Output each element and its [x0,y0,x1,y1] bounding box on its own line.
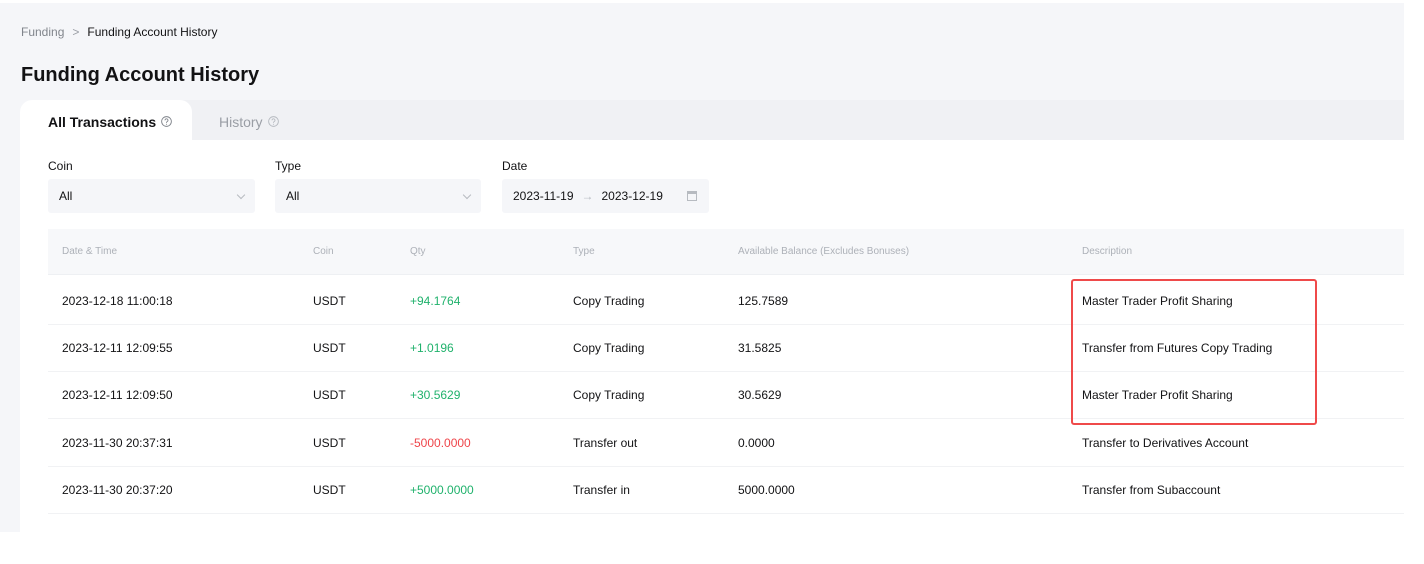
coin-select-value: All [59,189,73,203]
cell-coin: USDT [313,388,346,403]
date-start[interactable]: 2023-11-19 [513,189,574,203]
chevron-right-icon: > [72,25,80,39]
cell-balance: 125.7589 [738,294,789,308]
cell-description: Transfer from Futures Copy Trading [1082,341,1273,356]
cell-balance: 31.5825 [738,341,782,356]
cell-description: Transfer from Subaccount [1082,482,1221,497]
cell-qty: +30.5629 [410,388,461,403]
cell-qty: -5000.0000 [410,435,471,450]
calendar-icon [687,191,697,201]
breadcrumb-current: Funding Account History [87,25,218,39]
tab-label: History [219,113,263,130]
coin-select[interactable]: All [48,179,255,213]
cell-balance: 0.0000 [738,435,775,450]
column-header-qty: Qty [410,246,426,257]
column-header-type: Type [573,246,595,257]
page-title: Funding Account History [21,64,260,86]
table-row: 2023-11-30 20:37:31 USDT -5000.0000 Transfe… [48,420,1404,467]
tab-label: All Transactions [48,113,157,130]
tab-bar: All Transactions History [20,100,1404,143]
transactions-panel: Coin All Type All Date 2023-11-19 → 2023-1… [20,140,1404,532]
date-filter-label: Date [502,159,528,173]
column-header-description: Description [1082,246,1133,257]
table-row: 2023-11-30 20:37:20 USDT +5000.0000 Transfe… [48,467,1404,514]
column-header-datetime: Date & Time [62,246,118,257]
question-circle-icon[interactable] [267,116,279,127]
cell-qty: +94.1764 [410,294,461,308]
cell-description: Master Trader Profit Sharing [1082,294,1233,308]
coin-filter-label: Coin [48,159,73,173]
date-end[interactable]: 2023-12-19 [601,189,663,203]
question-circle-icon[interactable] [161,116,172,127]
cell-qty: +5000.0000 [410,482,474,497]
type-filter-label: Type [275,159,302,173]
cell-description: Master Trader Profit Sharing [1082,388,1233,403]
type-select-value: All [286,189,300,203]
cell-datetime: 2023-12-11 12:09:50 [62,388,173,403]
cell-type: Copy Trading [573,294,645,308]
cell-balance: 30.5629 [738,388,782,403]
breadcrumb: Funding > Funding Account History [21,25,217,39]
cell-datetime: 2023-12-11 12:09:55 [62,341,173,356]
cell-balance: 5000.0000 [738,482,795,497]
date-range-picker[interactable]: 2023-11-19 → 2023-12-19 [502,179,709,213]
table-row: 2023-12-11 12:09:55 USDT +1.0196 Copy Tradi… [48,325,1404,373]
cell-coin: USDT [313,435,346,450]
type-select[interactable]: All [275,179,481,213]
highlight-box [1071,279,1317,425]
tab-history[interactable]: History [192,100,322,143]
cell-type: Copy Trading [573,341,645,356]
cell-datetime: 2023-11-30 20:37:20 [62,482,173,497]
chevron-down-icon [236,190,246,200]
cell-coin: USDT [313,482,346,497]
table-header: Date & Time Coin Qty Type Available Bala… [48,229,1404,275]
cell-datetime: 2023-11-30 20:37:31 [62,435,173,450]
table-row: 2023-12-11 12:09:50 USDT +30.5629 Copy Trad… [48,372,1404,420]
cell-type: Copy Trading [573,388,645,403]
cell-type: Transfer in [573,482,630,497]
cell-qty: +1.0196 [410,341,454,356]
table-row: 2023-12-18 11:00:18 USDT +94.1764 Copy Trad… [48,278,1404,325]
cell-description: Transfer to Derivatives Account [1082,435,1249,450]
cell-coin: USDT [313,294,346,308]
cell-coin: USDT [313,341,346,356]
column-header-coin: Coin [313,246,334,257]
cell-datetime: 2023-12-18 11:00:18 [62,294,173,308]
column-header-balance: Available Balance (Excludes Bonuses) [738,246,910,257]
arrow-right-icon: → [581,189,594,203]
cell-type: Transfer out [573,435,638,450]
tab-all-transactions[interactable]: All Transactions [20,100,192,143]
breadcrumb-funding-link[interactable]: Funding [21,25,65,39]
chevron-down-icon [462,190,472,200]
